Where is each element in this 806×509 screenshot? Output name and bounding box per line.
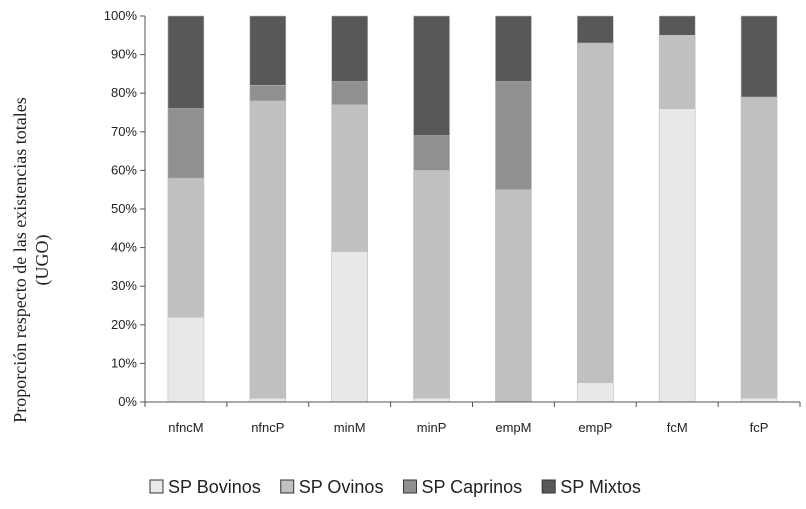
bars-group: [167, 15, 778, 403]
legend-label-2: SP Caprinos: [421, 477, 522, 497]
y-tick-label: 0%: [118, 394, 137, 409]
bar-minM-series-3: [331, 15, 368, 82]
bar-nfncM-series-3: [167, 15, 205, 109]
bar-empP-series-0: [577, 382, 614, 403]
y-tick-label: 10%: [111, 355, 137, 370]
bar-nfncP-series-2: [249, 85, 287, 102]
y-axis-label: Proporción respecto de las existencias t…: [10, 97, 53, 422]
bar-fcP-series-3: [740, 15, 778, 98]
y-tick-label: 60%: [111, 162, 137, 177]
bar-nfncM-series-0: [167, 316, 205, 403]
bar-minM-series-1: [331, 104, 368, 252]
bar-fcP-series-0: [740, 397, 778, 403]
y-tick-label: 50%: [111, 201, 137, 216]
bar-fcP-series-1: [740, 96, 778, 399]
bar-minP-series-2: [413, 135, 450, 171]
legend-label-3: SP Mixtos: [560, 477, 641, 497]
y-tick-label: 90%: [111, 47, 137, 62]
bar-nfncP-series-1: [249, 100, 287, 399]
bar-minP-series-1: [413, 170, 450, 399]
x-tick-label-fcM: fcM: [667, 420, 688, 435]
y-tick-label: 40%: [111, 240, 137, 255]
bar-minP-series-0: [413, 397, 450, 403]
y-tick-labels: 0% 10% 20% 30% 40% 50% 60% 70% 80% 90% 100%: [104, 8, 138, 409]
x-tick-label-nfncM: nfncM: [168, 420, 203, 435]
axes-group: [140, 15, 801, 407]
y-tick-label: 80%: [111, 85, 137, 100]
bar-empP-series-1: [577, 42, 614, 383]
x-tick-label-empP: empP: [578, 420, 612, 435]
bar-empM-series-1: [495, 189, 532, 403]
bar-nfncM-series-2: [167, 108, 205, 179]
bar-fcM-series-0: [658, 108, 696, 403]
legend-swatch-3: [541, 479, 556, 494]
legend-label-0: SP Bovinos: [168, 477, 261, 497]
legend-swatch-0: [149, 479, 164, 494]
x-tick-label-empM: empM: [495, 420, 531, 435]
legend-swatch-1: [280, 479, 295, 494]
bar-empP-series-3: [577, 15, 614, 44]
x-tick-labels: nfncM nfncP minM minP empM empP fcM fcP: [168, 420, 768, 435]
y-axis-label-line-2: (UGO): [32, 235, 53, 286]
legend-label-1: SP Ovinos: [299, 477, 384, 497]
bar-nfncP-series-0: [249, 397, 287, 403]
bar-fcM-series-3: [658, 15, 696, 36]
bar-empM-series-3: [495, 15, 532, 82]
bar-fcM-series-1: [658, 34, 696, 109]
y-axis-label-line-1: Proporción respecto de las existencias t…: [10, 97, 30, 422]
y-tick-label: 70%: [111, 124, 137, 139]
y-tick-label: 30%: [111, 278, 137, 293]
bar-empM-series-2: [495, 81, 532, 191]
bar-minM-series-0: [331, 251, 368, 403]
bar-nfncP-series-3: [249, 15, 287, 86]
legend: SP Bovinos SP Ovinos SP Caprinos SP Mixtos: [149, 477, 641, 497]
y-tick-label: 100%: [104, 8, 138, 23]
bar-minM-series-2: [331, 81, 368, 106]
x-tick-label-minP: minP: [417, 420, 447, 435]
x-tick-label-nfncP: nfncP: [251, 420, 284, 435]
bar-minP-series-3: [413, 15, 450, 136]
y-tick-label: 20%: [111, 317, 137, 332]
legend-swatch-2: [402, 479, 417, 494]
x-tick-label-fcP: fcP: [750, 420, 769, 435]
bar-nfncM-series-1: [167, 177, 205, 318]
x-tick-label-minM: minM: [334, 420, 366, 435]
